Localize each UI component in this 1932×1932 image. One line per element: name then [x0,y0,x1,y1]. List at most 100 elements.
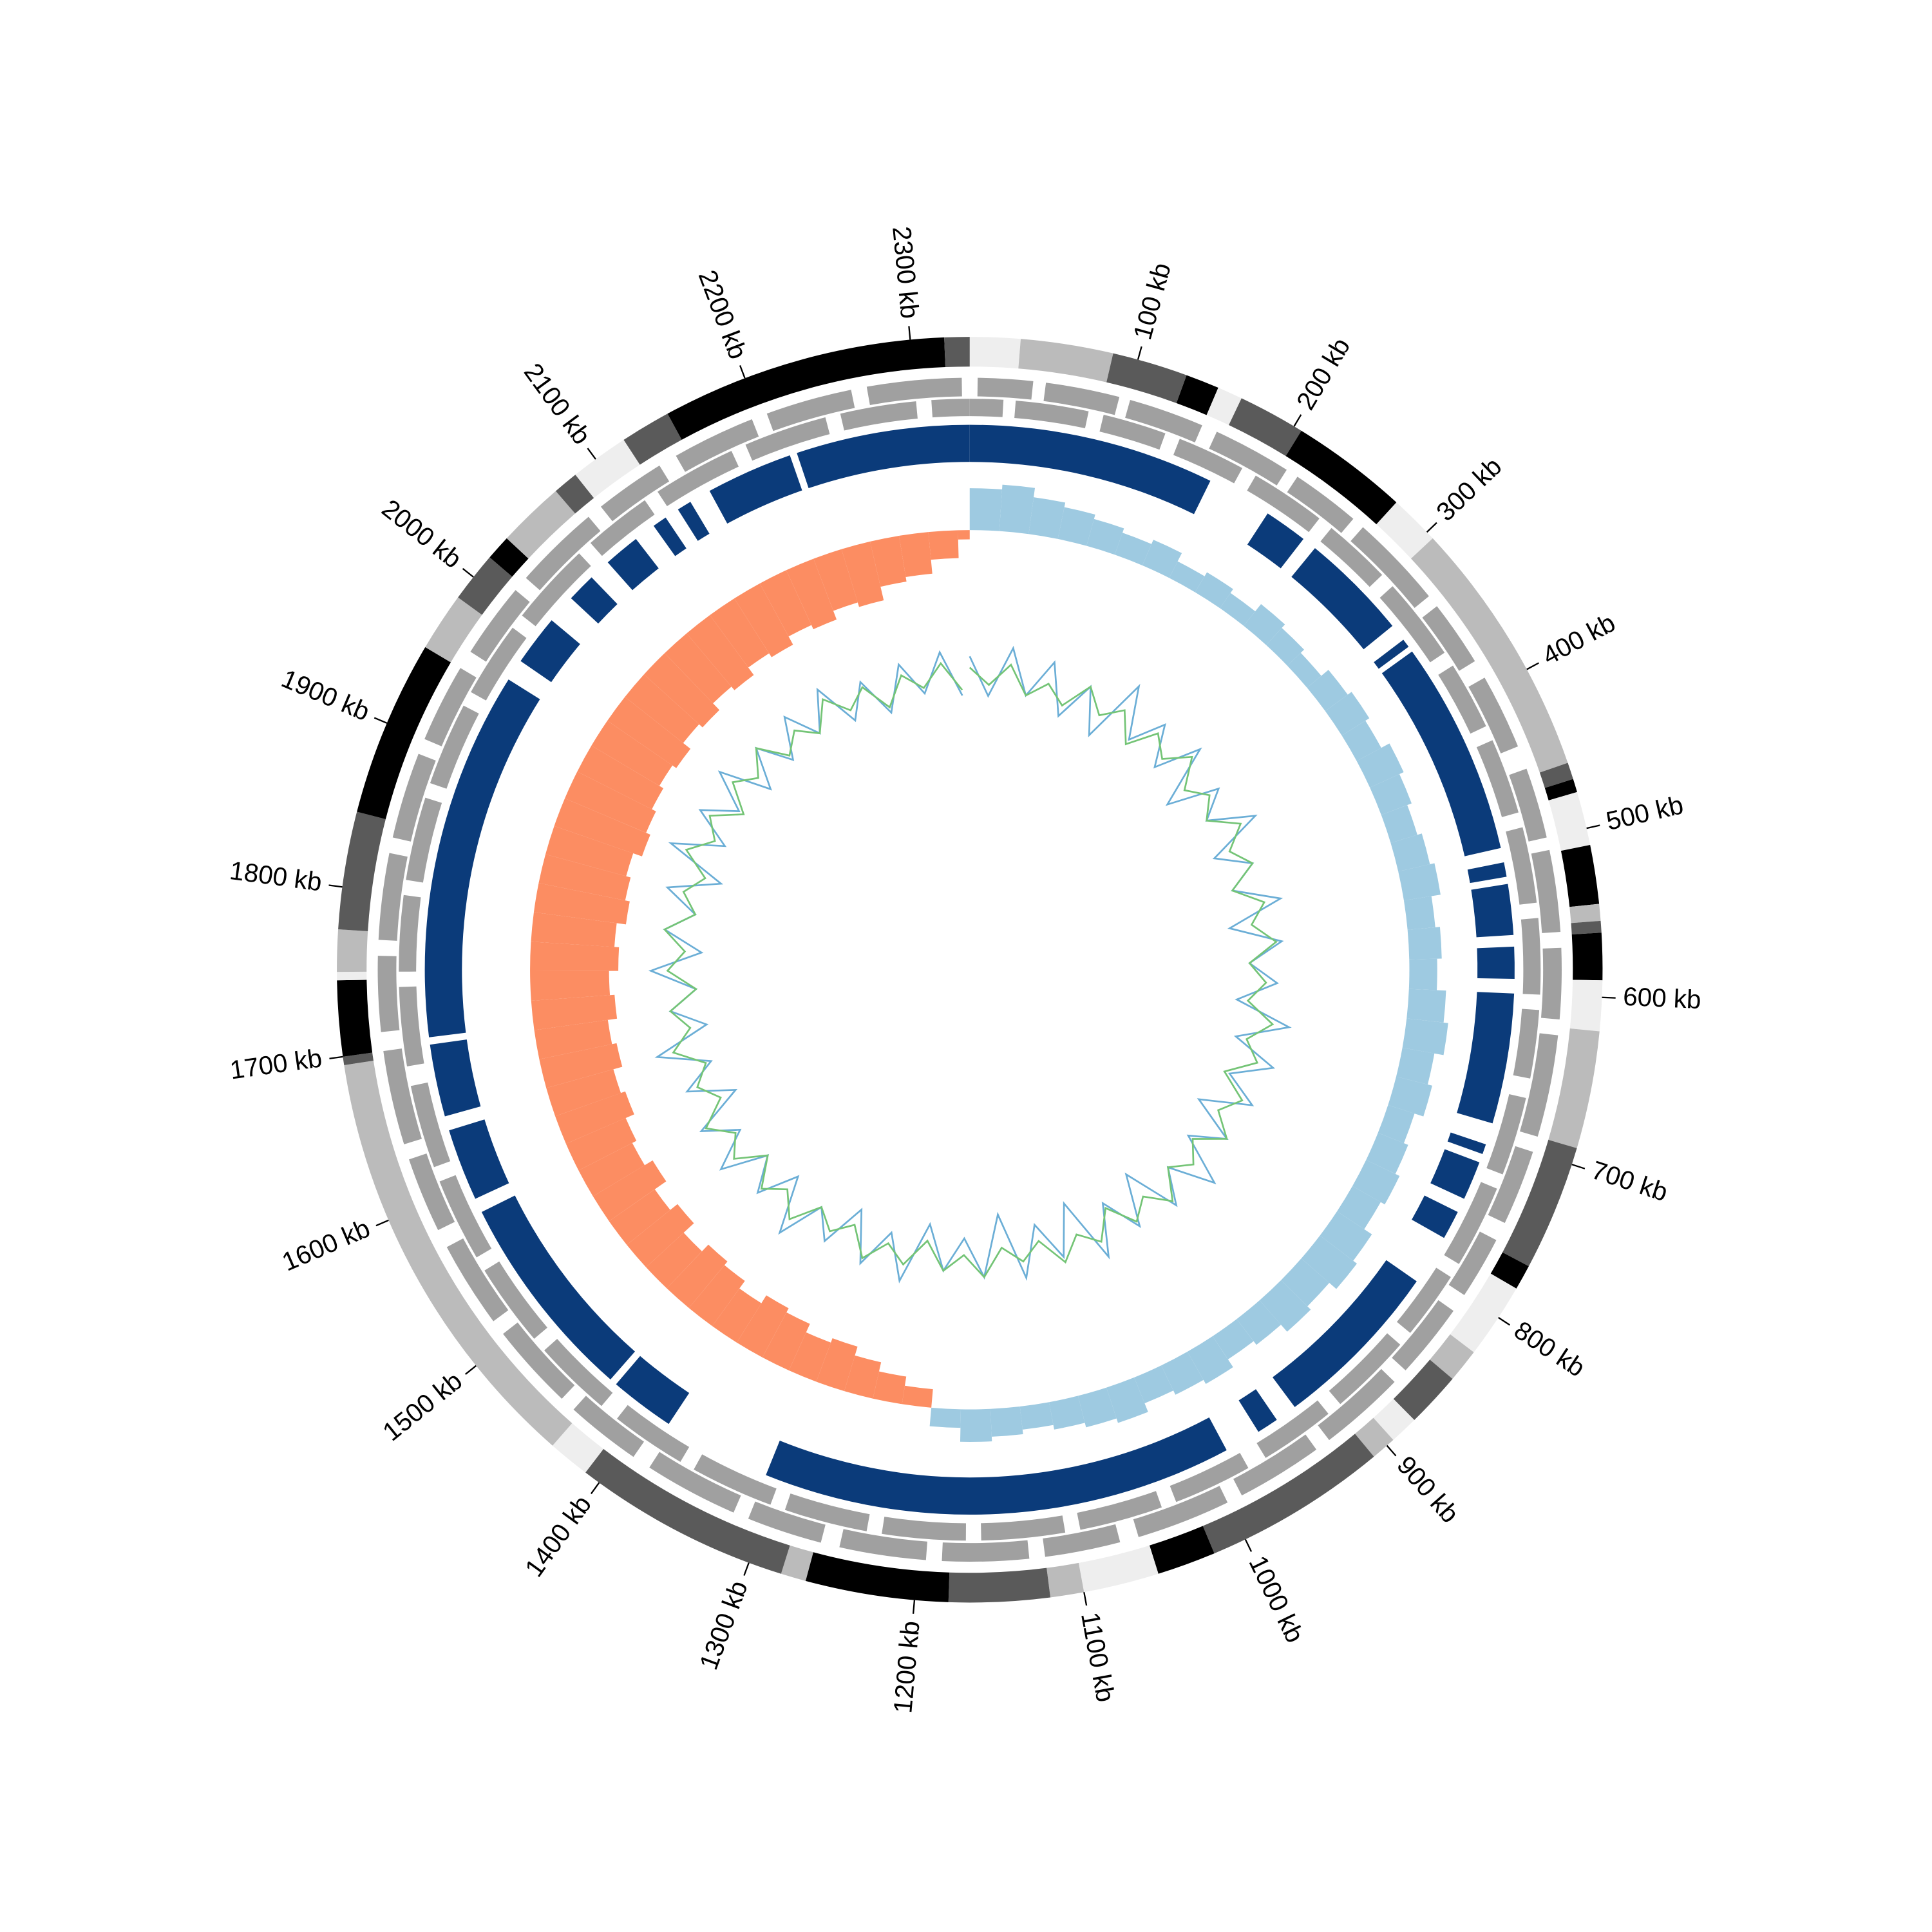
band [1078,1545,1159,1593]
skew-bar [712,1288,762,1343]
band [805,1552,950,1602]
skew-bar [1320,1211,1372,1261]
gene [1444,1182,1497,1264]
tick-label: 400 kb [1537,607,1620,670]
gene [1173,439,1243,484]
gene [1170,1453,1249,1502]
gene [1506,827,1537,905]
skew-bar [554,798,650,857]
tick-mark [462,567,474,578]
band [1569,904,1601,923]
gene [600,465,670,522]
band [1176,375,1218,415]
gene [1448,1231,1497,1295]
gene [399,986,424,1066]
block [1477,946,1515,979]
tick-label: 800 kb [1509,1315,1591,1383]
gene [1287,477,1354,533]
skew-bar [1049,1396,1085,1430]
tick-mark [328,884,343,888]
band [506,491,576,559]
gene [1541,947,1562,1019]
band [948,1567,1051,1603]
gene [1209,431,1287,486]
skew-bar [734,583,793,658]
skew-bar [869,535,907,587]
band [1355,1417,1394,1457]
skew-bar [1212,1319,1254,1359]
gene [1509,768,1547,842]
band [1229,398,1302,457]
band [338,811,386,931]
tick-mark [374,717,388,724]
gene [1099,414,1166,450]
gene [1476,740,1519,817]
band [552,1423,604,1473]
gene [617,1405,690,1463]
tick-mark [743,1562,750,1576]
tick-mark [465,1365,477,1375]
tick-label: 300 kb [1430,451,1507,527]
skew-bar [816,1338,858,1392]
tick-label: 1700 kb [228,1043,324,1084]
skew-bar [990,1406,1023,1437]
skew-bar [1407,927,1442,960]
tick-label: 1600 kb [278,1213,374,1277]
gene [471,627,527,701]
tick-label: 2300 kb [887,225,925,319]
tick-label: 1000 kb [1243,1551,1310,1647]
skew-bar [688,1265,745,1327]
skew-bar [789,1332,831,1382]
band [1490,1252,1529,1289]
band [1106,353,1187,403]
skew-bar [844,1355,882,1399]
block [1291,548,1393,650]
tick-mark [1586,824,1600,829]
skew-bar [1266,627,1304,666]
block [607,538,659,591]
band [337,929,368,972]
band [575,440,640,498]
skew-bar [1259,1280,1311,1332]
skew-bar [546,1069,621,1117]
tick-mark [1293,414,1302,427]
gene [942,1540,1030,1562]
skew-bar [1406,989,1446,1023]
gene [1397,1267,1451,1333]
skew-bar [1398,863,1441,901]
tick-mark [1526,662,1539,670]
gene [470,590,530,662]
gene [526,516,601,591]
skew-bar [1244,603,1285,645]
gene [658,451,739,507]
skew-bar [555,1091,634,1144]
band [1502,1139,1577,1267]
skew-bar [999,484,1036,535]
band [337,971,367,981]
gene [748,1501,826,1543]
gene [590,500,655,556]
band [1430,1334,1474,1379]
block [1247,513,1304,569]
tick-mark [1571,1164,1586,1170]
block [969,424,1211,515]
skew-bar [873,1371,907,1405]
gene [882,1517,966,1541]
band [1018,339,1113,383]
skew-bar [841,541,884,607]
tick-mark [908,326,911,340]
skew-bar [665,633,732,704]
tick-label: 1900 kb [278,663,374,726]
skew-bar [1337,1186,1381,1229]
tick-mark [912,1600,916,1614]
tick-label: 1100 kb [1075,1610,1121,1705]
band [1376,502,1433,559]
skew-bar [625,674,699,743]
skew-bar [1169,561,1205,592]
gene [649,1452,741,1513]
block [1412,1195,1458,1238]
block [653,517,687,556]
tick-mark [375,1219,389,1227]
gene [931,399,970,418]
